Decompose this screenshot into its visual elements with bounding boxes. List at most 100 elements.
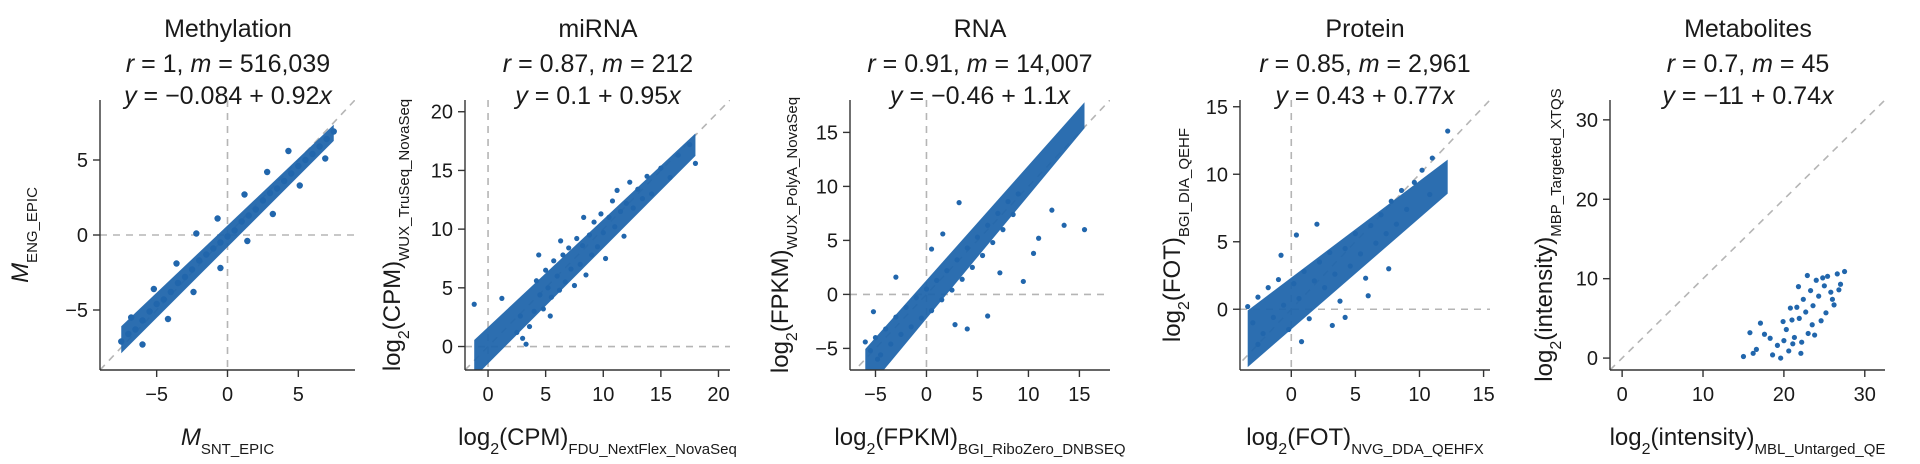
data-point — [1795, 284, 1802, 290]
x-axis-label: log2(FPKM)BGI_RiboZero_DNBSEQ — [834, 424, 1125, 458]
data-point — [1781, 338, 1787, 344]
data-point — [944, 268, 950, 274]
y-tick-label: −5 — [815, 338, 838, 360]
x-tick-label: 0 — [1617, 384, 1628, 406]
data-point — [918, 315, 924, 321]
data-point — [1429, 155, 1435, 161]
data-point — [872, 335, 879, 341]
data-point — [238, 218, 245, 225]
x-tick-label: −5 — [864, 384, 887, 406]
y-tick-label: 20 — [1576, 189, 1598, 211]
data-point — [1386, 266, 1392, 272]
data-point — [1000, 227, 1006, 233]
x-tick-label: 20 — [1773, 384, 1795, 406]
data-point — [979, 252, 986, 259]
data-point — [1767, 335, 1773, 341]
data-point — [577, 261, 583, 267]
data-point — [1365, 293, 1371, 299]
data-point — [280, 177, 288, 185]
chart-title: RNA — [954, 15, 1007, 43]
data-point — [635, 186, 641, 192]
data-point — [517, 313, 523, 319]
data-point — [1747, 330, 1753, 336]
data-point — [471, 301, 477, 307]
data-point — [1245, 303, 1251, 310]
chart-stats: r = 0.91, m = 14,007 — [867, 50, 1092, 78]
data-point — [1753, 346, 1759, 352]
x-axis-label: log2(CPM)FDU_NextFlex_NovaSeq — [458, 424, 737, 458]
plot-area — [850, 100, 1110, 370]
data-point — [589, 252, 595, 258]
data-point — [273, 185, 281, 192]
data-point — [1316, 259, 1323, 265]
data-point — [1813, 277, 1819, 283]
x-tick-label: 0 — [482, 384, 493, 406]
data-point — [1398, 187, 1405, 194]
panel-methylation: Methylation r = 1, m = 516,039 y = −0.084 … — [7, 15, 355, 458]
data-point — [1010, 211, 1016, 218]
data-point — [190, 288, 197, 296]
data-point — [1831, 302, 1837, 308]
data-point — [621, 233, 627, 239]
data-point — [1798, 350, 1804, 356]
data-point — [1342, 245, 1348, 252]
x-tick-label: 10 — [1692, 384, 1714, 406]
data-point — [1049, 207, 1055, 213]
data-point — [974, 234, 981, 240]
data-point — [1757, 320, 1764, 326]
x-tick-label: 10 — [1408, 384, 1430, 406]
data-point — [1015, 191, 1021, 197]
chart-stats: r = 1, m = 516,039 — [126, 50, 330, 78]
data-point — [1774, 342, 1781, 348]
data-point — [302, 156, 309, 164]
data-point — [551, 258, 557, 264]
chart-stats: r = 0.85, m = 2,961 — [1259, 50, 1470, 78]
data-point — [560, 252, 566, 258]
y-axis-label: log2(CPM)WUX_TruSeq_NovaSeq — [379, 99, 413, 371]
data-point — [127, 314, 135, 321]
x-tick-label: 0 — [1286, 384, 1297, 406]
data-point — [606, 214, 612, 220]
x-tick-label: 15 — [1068, 384, 1090, 406]
data-point — [877, 352, 884, 358]
data-point — [639, 196, 646, 202]
y-axis-label: log2(FOT)BGI_DIA_QEHF — [1159, 128, 1193, 342]
data-point — [548, 294, 555, 300]
y-tick-label: 10 — [1206, 164, 1228, 186]
data-point — [160, 296, 167, 303]
y-axis-label: log2(intensity)MBP_Targeted_XTQS — [1531, 88, 1565, 381]
data-point — [644, 173, 650, 179]
data-point — [231, 227, 238, 234]
data-point — [949, 287, 955, 293]
data-point — [1036, 235, 1042, 241]
x-tick-label: 15 — [1472, 384, 1494, 406]
data-point — [1803, 309, 1809, 315]
data-point — [245, 212, 252, 219]
data-point — [554, 273, 560, 279]
data-point — [224, 233, 231, 240]
data-point — [531, 308, 537, 314]
data-point — [139, 317, 146, 324]
data-point — [173, 260, 180, 267]
data-point — [617, 208, 624, 215]
plot-area — [465, 100, 730, 370]
x-tick-label: 5 — [540, 384, 551, 406]
data-point — [598, 211, 604, 217]
data-point — [687, 142, 693, 148]
data-point — [1363, 275, 1369, 281]
panel-mirna: miRNA r = 0.87, m = 212 y = 0.1 + 0.95x 0 5 1… — [379, 15, 737, 458]
data-point — [1794, 304, 1800, 310]
data-point — [940, 231, 946, 237]
data-point — [1829, 296, 1836, 302]
data-point — [547, 313, 553, 319]
x-tick-label: −5 — [145, 384, 168, 406]
data-point — [870, 309, 877, 315]
chart-stats: r = 0.87, m = 212 — [503, 50, 693, 78]
data-point — [1020, 278, 1026, 285]
y-tick-label: 15 — [431, 160, 453, 182]
data-point — [1255, 341, 1261, 347]
data-point — [1255, 294, 1261, 300]
data-point — [244, 237, 251, 245]
data-point — [1275, 276, 1282, 283]
data-point — [1352, 231, 1358, 237]
